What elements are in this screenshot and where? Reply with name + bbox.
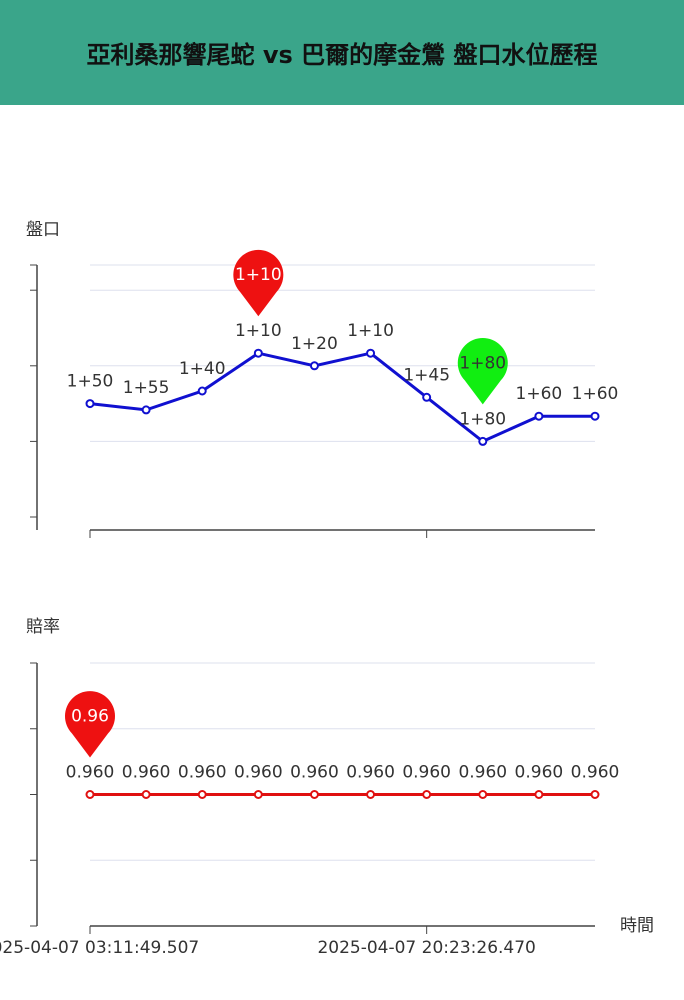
header: 亞利桑那響尾蛇 vs 巴爾的摩金鶯 盤口水位歷程 — [0, 0, 684, 105]
point — [590, 411, 600, 421]
data-label: 1+20 — [291, 334, 338, 354]
point — [309, 361, 319, 371]
data-label: 1+60 — [516, 384, 563, 404]
data-label: 0.960 — [402, 763, 451, 783]
point — [197, 790, 207, 799]
x-axis-label: 時間 — [620, 916, 654, 936]
data-label: 0.960 — [178, 763, 227, 783]
point — [253, 348, 263, 358]
point — [590, 790, 600, 799]
point — [478, 790, 488, 799]
data-label: 0.960 — [571, 763, 620, 783]
y-axis-label: 盤口 — [26, 220, 60, 240]
data-label: 1+60 — [572, 384, 619, 404]
point — [422, 392, 432, 402]
point — [197, 386, 207, 396]
point — [253, 790, 263, 799]
y-axis-label: 賠率 — [26, 617, 60, 637]
data-label: 0.960 — [66, 763, 115, 783]
data-label: 1+10 — [347, 321, 394, 341]
point — [309, 790, 319, 799]
point — [534, 411, 544, 421]
data-label: 0.960 — [458, 763, 507, 783]
point — [366, 790, 376, 799]
pin-label: 1+80 — [459, 353, 506, 373]
point — [366, 348, 376, 358]
page-title: 亞利桑那響尾蛇 vs 巴爾的摩金鶯 盤口水位歷程 — [86, 41, 598, 69]
point — [141, 405, 151, 415]
point — [478, 436, 488, 446]
data-label: 0.960 — [346, 763, 395, 783]
pin — [457, 338, 508, 405]
x-tick-label: 2025-04-07 03:11:49.507 — [0, 938, 199, 958]
line — [89, 351, 595, 444]
point — [85, 790, 95, 799]
point — [422, 790, 432, 799]
data-label: 0.960 — [234, 763, 283, 783]
x-tick-label: 2025-04-07 20:23:26.470 — [317, 938, 535, 958]
data-label: 1+55 — [123, 378, 170, 398]
data-label: 1+80 — [459, 409, 506, 429]
data-label: 1+40 — [179, 359, 226, 379]
pin-label: 0.96 — [71, 707, 109, 727]
data-label: 1+45 — [403, 365, 450, 385]
pin — [65, 691, 115, 758]
data-label: 0.960 — [290, 763, 339, 783]
pin-label: 1+10 — [235, 265, 282, 285]
data-label: 1+50 — [67, 372, 114, 392]
data-label: 0.960 — [515, 763, 564, 783]
point — [141, 790, 151, 799]
data-label: 0.960 — [122, 763, 171, 783]
point — [534, 790, 544, 799]
data-label: 1+10 — [235, 321, 282, 341]
point — [85, 399, 95, 409]
pin — [233, 249, 284, 317]
